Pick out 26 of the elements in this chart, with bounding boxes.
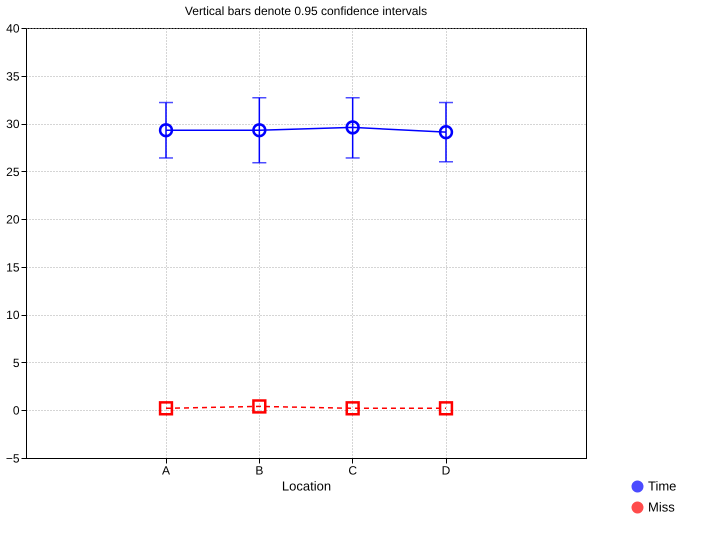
legend-label: Miss: [648, 500, 676, 514]
y-tick-label: 5: [12, 356, 20, 370]
x-tick-label: C: [348, 464, 358, 478]
y-tick-label: 40: [6, 22, 20, 36]
y-tick-label: 15: [6, 260, 20, 274]
x-tick-label: B: [255, 464, 264, 478]
y-tick-label: 35: [6, 69, 20, 84]
x-axis-title: Location: [282, 478, 332, 494]
x-tick-label: D: [442, 464, 451, 478]
y-tick-label: −5: [6, 452, 20, 466]
chart-title: Vertical bars denote 0.95 confidence intervals: [184, 4, 428, 18]
legend-label: Time: [648, 478, 676, 494]
y-tick-label: 20: [6, 212, 20, 227]
point: [252, 123, 266, 138]
point: [346, 401, 360, 416]
point: [252, 399, 266, 414]
point: [438, 401, 454, 416]
y-tick-label: 10: [6, 308, 20, 322]
point: [158, 401, 174, 416]
point: [346, 120, 360, 135]
x-tick-label: A: [162, 464, 170, 478]
y-tick-label: 25: [6, 164, 20, 179]
point: [438, 125, 454, 140]
point: [158, 123, 174, 138]
y-tick-label: 0: [12, 404, 20, 418]
y-tick-label: 30: [6, 117, 20, 132]
